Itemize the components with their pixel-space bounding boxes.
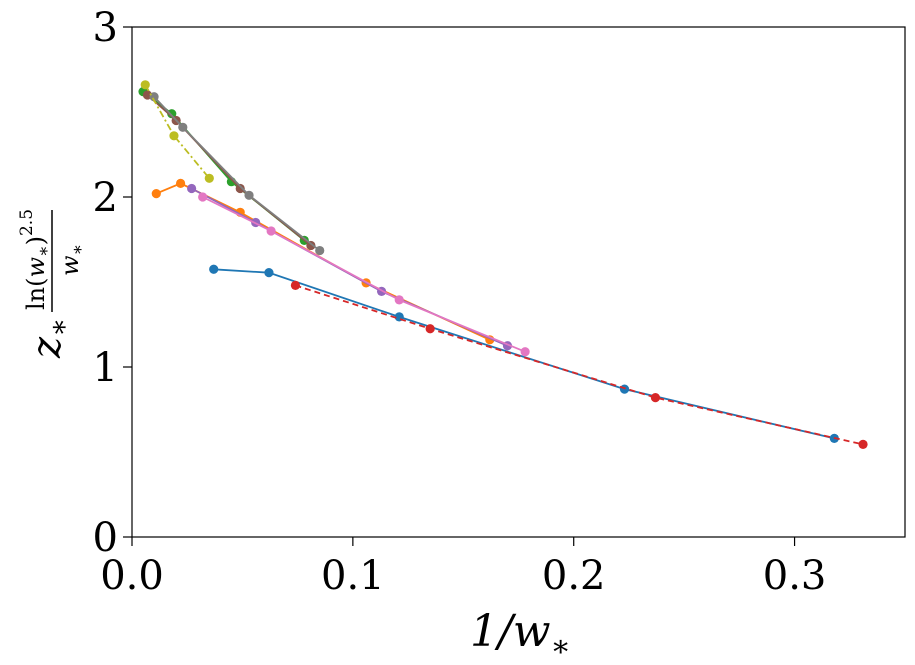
- y-tick-label: 0: [93, 515, 118, 561]
- data-point: [315, 245, 325, 256]
- series-4: [290, 280, 868, 449]
- data-point: [187, 183, 197, 194]
- x-tick-label: 0.1: [321, 553, 385, 599]
- data-point: [244, 190, 254, 200]
- series-line: [295, 284, 864, 446]
- series-line: [146, 94, 312, 247]
- svg-text:w∗: w∗: [56, 244, 88, 276]
- data-point: [394, 295, 404, 305]
- series-line: [202, 196, 526, 353]
- data-point: [266, 226, 276, 236]
- y-tick-label: 2: [93, 175, 118, 221]
- data-point: [209, 264, 219, 274]
- data-point: [264, 268, 274, 278]
- y-tick-label: 1: [93, 345, 118, 391]
- y-tick-label: 3: [93, 5, 118, 51]
- series-2: [151, 178, 495, 345]
- x-tick-label: 0.3: [763, 553, 827, 599]
- data-point: [858, 439, 868, 449]
- plot-area: [131, 26, 906, 538]
- series-line: [153, 96, 321, 252]
- plot-frame: [131, 26, 906, 538]
- y-axis-label: z∗ ln(w∗)2.5 w∗: [17, 209, 88, 359]
- x-axis-label: 1/w∗: [470, 606, 571, 664]
- svg-text:1/w∗: 1/w∗: [470, 606, 571, 664]
- data-point: [167, 109, 177, 119]
- data-point: [140, 80, 150, 90]
- data-point: [178, 122, 188, 132]
- x-tick-label: 0.0: [100, 553, 164, 599]
- data-point: [151, 189, 161, 199]
- x-axis: 0.0 0.1 0.2 0.3: [100, 537, 826, 599]
- series-layer: [138, 80, 868, 449]
- data-point: [290, 280, 301, 290]
- series-8: [149, 92, 325, 256]
- data-point: [650, 393, 661, 403]
- series-7: [198, 192, 530, 357]
- data-point: [169, 131, 179, 141]
- data-point: [175, 178, 186, 188]
- x-tick-label: 0.2: [542, 553, 606, 599]
- data-point: [198, 192, 208, 202]
- svg-text:z∗: z∗: [24, 318, 75, 359]
- data-point: [149, 92, 159, 102]
- data-point: [306, 240, 316, 251]
- series-line: [144, 84, 210, 179]
- data-point: [235, 183, 245, 194]
- data-point: [425, 324, 435, 334]
- data-point: [520, 347, 530, 357]
- series-9: [140, 80, 214, 183]
- data-point: [204, 173, 214, 183]
- svg-text:ln(w∗)2.5: ln(w∗)2.5: [17, 209, 54, 310]
- y-axis: 0 1 2 3: [93, 5, 132, 561]
